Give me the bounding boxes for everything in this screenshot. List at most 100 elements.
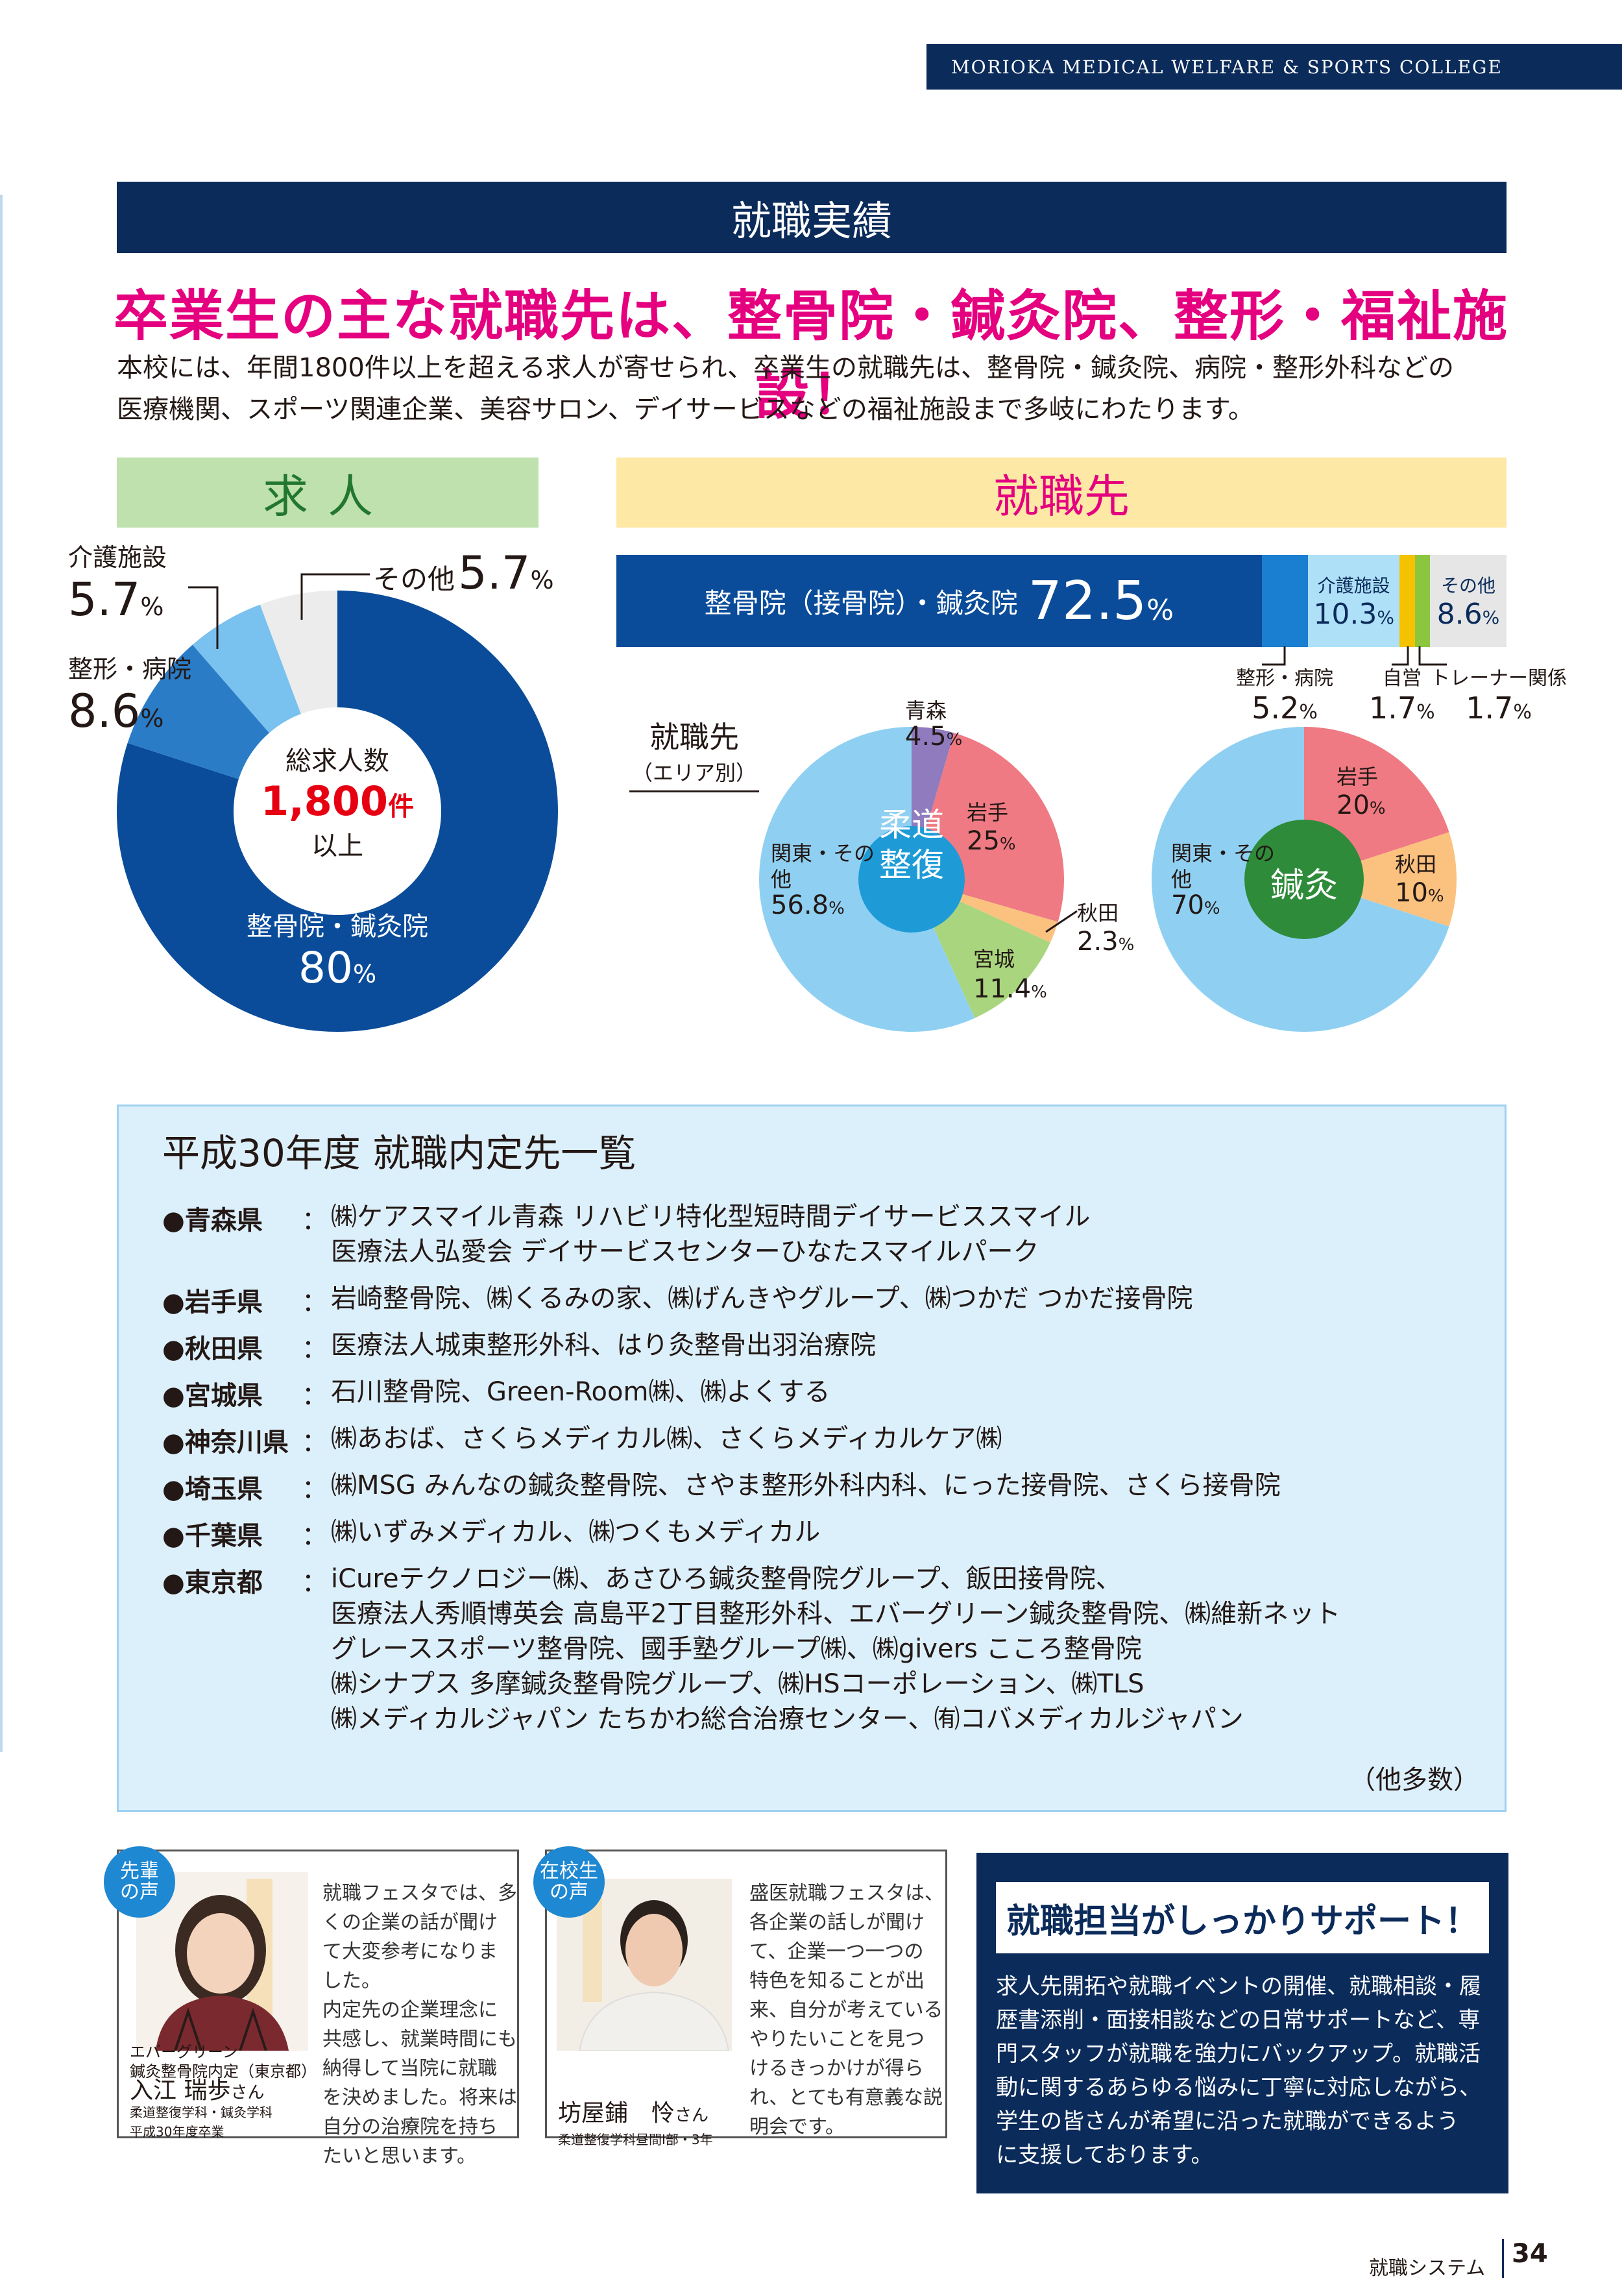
voice-profile-student: 坊屋鋪 怜さん 柔道整復学科昼間Ⅰ部・3年 xyxy=(558,2102,713,2151)
voice-badge-senior: 先輩 の声 xyxy=(104,1846,175,1918)
offer-row: ●秋田県 ：医療法人城東整形外科、はり灸整骨出羽治療院 xyxy=(162,1328,1427,1365)
segment-pct: % xyxy=(1299,701,1318,724)
voice-line: 自分の治療院を持ち xyxy=(322,2116,498,2138)
slice-value: 25 xyxy=(967,826,1000,856)
offer-colon: ： xyxy=(302,1381,328,1411)
offer-colon: ： xyxy=(302,1428,328,1458)
offer-prefecture: ●東京都 xyxy=(162,1568,263,1598)
voice-line: 就職フェスタでは、多 xyxy=(322,1882,517,1905)
slice-value: 11.4 xyxy=(973,974,1032,1004)
bar-label-trainer: トレーナー関係 1.7% xyxy=(1431,662,1567,726)
judo-pie-chart xyxy=(759,727,1064,1032)
offer-line: 医療法人弘愛会 デイサービスセンターひなたスマイルパーク xyxy=(331,1237,1039,1267)
voice-badge-student: 在校生 の声 xyxy=(533,1846,605,1918)
acu-slice-1 xyxy=(1304,832,1457,927)
area-label-sub: （エリア別） xyxy=(631,761,757,785)
slice-pct: % xyxy=(1204,899,1220,918)
segment-label: トレーナー関係 xyxy=(1431,667,1567,690)
donut-hole xyxy=(234,707,441,915)
segment-pct: % xyxy=(1416,701,1435,724)
bar-segment-seikei xyxy=(1261,555,1309,647)
offer-prefecture: ●岩手県 xyxy=(162,1288,263,1317)
slice-pct: % xyxy=(1369,799,1386,818)
support-line: 学生の皆さんが希望に沿った就職ができるよう xyxy=(996,2108,1459,2134)
segment-value: 10.3 xyxy=(1313,597,1377,631)
slice-label: 岩手 xyxy=(967,800,1009,825)
course-line: 平成30年度卒業 xyxy=(130,2124,224,2140)
offer-row: ●青森県 ：㈱ケアスマイル青森 リハビリ特化型短時間デイサービススマイル 医療法人弘… xyxy=(162,1199,1427,1269)
slice-pct: % xyxy=(140,592,164,621)
voice-line: 来、自分が考えている xyxy=(749,1999,943,2021)
slice-pct: % xyxy=(946,730,963,750)
segment-value-row: 8.6% xyxy=(1437,598,1500,631)
footer-divider xyxy=(1502,2239,1504,2278)
headline: 卒業生の主な就職先は、整骨院・鍼灸院、整形・福祉施設！ xyxy=(113,284,1508,426)
jobs-tab-label: 求人 xyxy=(263,469,393,523)
affiliation-line: エバーグリーン xyxy=(130,2043,238,2061)
course-line: 柔道整復学科・鍼灸学科 xyxy=(130,2105,272,2120)
leader-line xyxy=(1262,646,1286,666)
judo-label-akita: 秋田 2.3% xyxy=(1077,899,1134,961)
support-box: 就職担当がしっかりサポート！ 求人先開拓や就職イベントの開催、就職相談・履 歴書… xyxy=(976,1853,1508,2193)
leader-line xyxy=(1045,910,1078,933)
offer-line: 岩崎整骨院、㈱くるみの家、㈱げんきやグループ、㈱つかだ つかだ接骨院 xyxy=(331,1284,1193,1313)
judo-label-iwate: 岩手 25% xyxy=(967,798,1016,861)
slice-value: 10 xyxy=(1395,878,1428,908)
college-name: MORIOKA MEDICAL WELFARE & SPORTS COLLEGE xyxy=(951,56,1503,78)
section-title: 就職実績 xyxy=(731,197,892,245)
leader-line xyxy=(1418,646,1447,666)
bar-segment-kaigo: 介護施設 10.3% xyxy=(1308,555,1400,647)
person-student-illustration xyxy=(578,1898,730,2051)
voice-line: くの企業の話が聞け xyxy=(322,1911,498,1934)
badge-line: の声 xyxy=(120,1881,159,1903)
voice-text-student: 盛医就職フェスタは、 各企業の話しが聞け て、企業一つ一つの 特色を知ることが出… xyxy=(749,1879,944,2142)
offers-title: 平成30年度 就職内定先一覧 xyxy=(162,1131,636,1175)
voice-line: 明会です。 xyxy=(749,2116,845,2138)
support-line: 門スタッフが就職を強力にバックアップ。就職活 xyxy=(996,2041,1481,2067)
voice-line: した。 xyxy=(322,1970,381,1992)
acu-label-kanto: 関東・その他 70% xyxy=(1171,840,1275,923)
segment-pct: % xyxy=(1513,701,1532,724)
segment-pct: % xyxy=(1146,593,1174,627)
offer-line: ㈱シナプス 多摩鍼灸整骨院グループ、㈱HSコーポレーション、㈱TLS xyxy=(331,1669,1144,1699)
slice-label: 整形・病院 xyxy=(68,655,192,683)
leader-line xyxy=(1392,646,1409,666)
employment-tab-label: 就職先 xyxy=(993,469,1130,523)
offer-row: ●埼玉県 ：㈱MSG みんなの鍼灸整骨院、さやま整形外科内科、にった接骨院、さくら… xyxy=(162,1468,1427,1506)
employment-tab: 就職先 xyxy=(616,458,1507,528)
bar-label-seikei: 整形・病院 5.2% xyxy=(1236,662,1333,726)
support-text: 求人先開拓や就職イベントの開催、就職相談・履 歴書添削・面接相談などの日常サポー… xyxy=(996,1970,1489,2172)
leader-line xyxy=(188,586,219,649)
offer-row: ●神奈川県 ：㈱あおば、さくらメディカル㈱、さくらメディカルケア㈱ xyxy=(162,1421,1427,1459)
slice-pct: % xyxy=(999,835,1016,854)
support-title-box: 就職担当がしっかりサポート！ xyxy=(996,1882,1489,1953)
area-label: 就職先 （エリア別） xyxy=(629,714,759,792)
slice-pct: % xyxy=(140,704,164,733)
support-title: 就職担当がしっかりサポート！ xyxy=(1006,1901,1479,1941)
voice-line: 納得して当院に就職 xyxy=(322,2057,498,2080)
voice-line: を決めました。将来は xyxy=(322,2086,517,2109)
slice-label: 青森 xyxy=(905,698,947,723)
acu-label-akita: 秋田 10% xyxy=(1395,850,1444,912)
judo-label-aomori: 青森 4.5% xyxy=(905,698,962,755)
offer-colon: ： xyxy=(302,1568,328,1598)
voice-line: 盛医就職フェスタは、 xyxy=(749,1882,944,1905)
jobs-leader-lines xyxy=(188,573,370,649)
offer-colon: ： xyxy=(302,1334,328,1364)
offer-colon: ： xyxy=(302,1474,328,1504)
judo-label-kanto: 関東・その他 56.8% xyxy=(771,840,875,923)
voice-line: やりたいことを見つ xyxy=(749,2028,925,2051)
slice-value: 70 xyxy=(1171,890,1204,920)
slice-value: 20 xyxy=(1337,790,1370,820)
intro-line: 医療機関、スポーツ関連企業、美容サロン、デイサービスなどの福祉施設まで多岐にわた… xyxy=(117,395,1254,424)
segment-value: 1.7 xyxy=(1369,690,1417,726)
offer-colon: ： xyxy=(302,1206,328,1236)
offer-lines: 石川整骨院、Green-Room㈱、㈱よくする xyxy=(331,1374,1427,1412)
bar-leader-lines xyxy=(1262,646,1447,666)
bar-segment-other: その他 8.6% xyxy=(1429,555,1507,647)
badge-line: 在校生 xyxy=(540,1860,598,1883)
leader-line xyxy=(300,573,370,620)
offer-lines: iCureテクノロジー㈱、あさひろ鍼灸整骨院グループ、飯田接骨院、 医療法人秀順博… xyxy=(331,1561,1427,1737)
jobs-center-number: 1,800 xyxy=(260,777,389,825)
center-line: 整復 xyxy=(879,846,944,884)
